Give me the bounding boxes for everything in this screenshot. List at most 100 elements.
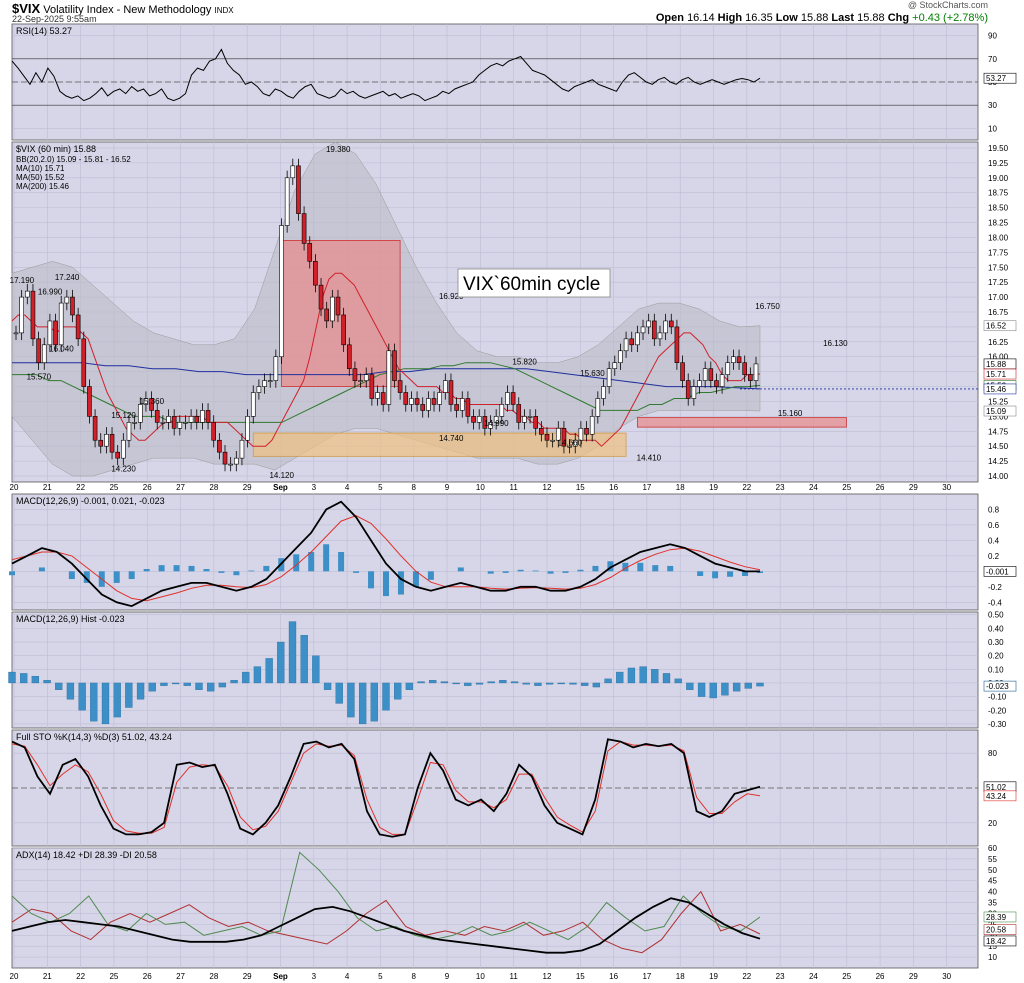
macd-histogram-bar	[440, 681, 449, 684]
y-tick-label: 15.25	[988, 397, 1009, 406]
panel-title-rsi: RSI(14) 53.27	[16, 26, 72, 36]
y-tick-label: 19.25	[988, 159, 1009, 168]
candle-body	[160, 422, 166, 424]
candle-body	[284, 177, 290, 226]
value-tag: -0.023	[986, 682, 1009, 691]
y-tick-label: 16.25	[988, 338, 1009, 347]
macd-histogram-bar	[113, 682, 121, 718]
x-tick-label: 27	[176, 972, 185, 981]
macd-histogram-bar	[8, 671, 16, 684]
candle-body	[589, 416, 595, 435]
candle-body	[273, 356, 279, 381]
candle-body	[691, 386, 697, 399]
candle-body	[572, 439, 578, 447]
candle-body	[409, 398, 414, 405]
candle-body	[657, 332, 663, 340]
x-tick-label: 22	[76, 972, 85, 981]
macd-histogram-bar	[31, 675, 40, 684]
x-tick-label: 9	[445, 483, 450, 492]
value-tag-box	[983, 924, 1017, 935]
macd-histogram-bar	[370, 682, 378, 722]
x-tick-label: 29	[909, 483, 918, 492]
y-tick-label: 0.30	[988, 638, 1004, 647]
value-tag: 18.42	[986, 937, 1007, 946]
y-tick-label: 17.00	[988, 293, 1009, 302]
candle-body	[307, 243, 313, 262]
macd-histogram-bar	[207, 682, 215, 692]
brand-watermark: @ StockCharts.com	[907, 0, 988, 10]
macd-hist-bar	[143, 569, 150, 572]
macd-hist-bar	[427, 571, 434, 580]
candle-body	[522, 416, 527, 423]
macd-hist-bar	[218, 571, 225, 573]
x-tick-label: 22	[742, 483, 751, 492]
candle-body	[629, 338, 635, 346]
x-tick-label: 25	[109, 972, 118, 981]
macd-hist-bar	[308, 552, 315, 572]
value-tag-box	[983, 405, 1017, 417]
y-tick-label: -0.30	[988, 720, 1007, 729]
candle-body	[36, 338, 41, 364]
x-tick-label: 26	[143, 972, 152, 981]
candle-body	[680, 362, 685, 381]
price-label: 17.240	[55, 273, 80, 282]
x-tick-label: 23	[776, 972, 785, 981]
candle-body	[697, 380, 702, 387]
y-tick-label: 60	[988, 844, 997, 853]
candle-body	[414, 398, 420, 405]
macd-histogram-bar	[171, 682, 180, 685]
candle-body	[205, 410, 211, 423]
macd-histogram-bar	[405, 682, 414, 690]
candle-body	[488, 422, 493, 429]
last-label: Last	[831, 12, 855, 24]
macd-histogram-bar	[90, 682, 98, 722]
y-tick-label: 17.25	[988, 278, 1009, 287]
candle-body	[330, 296, 335, 322]
candle-body	[623, 338, 629, 352]
macd-histogram-bar	[66, 682, 75, 700]
candle-body	[149, 398, 154, 411]
last-value: 15.88	[857, 12, 885, 24]
candle-body	[239, 439, 245, 459]
macd-histogram-bar	[242, 671, 250, 684]
candle-body	[262, 380, 267, 387]
x-tick-label: 27	[176, 483, 185, 492]
candle-body	[200, 410, 205, 423]
candle-body	[301, 213, 307, 244]
x-tick-label: 12	[543, 483, 552, 492]
candle-body	[725, 362, 731, 375]
x-tick-label: 25	[109, 483, 118, 492]
y-tick-label: -0.20	[988, 706, 1007, 715]
x-tick-label: 10	[476, 972, 485, 981]
macd-hist-bar	[263, 565, 270, 572]
y-tick-label: 0.10	[988, 665, 1004, 674]
panel-title-stochastic: Full STO %K(14,3) %D(3) 51.02, 43.24	[16, 732, 172, 742]
y-tick-label: 0.4	[988, 536, 1000, 545]
macd-histogram-bar	[183, 682, 191, 686]
macd-histogram-bar	[616, 671, 624, 684]
macd-hist-bar	[502, 571, 509, 573]
x-tick-label: 26	[876, 483, 885, 492]
legend-entry: MA(50) 15.52	[16, 173, 65, 182]
plus-di-line	[11, 851, 761, 941]
candle-body	[58, 302, 64, 346]
x-tick-label: 29	[243, 972, 252, 981]
macd-histogram-bar	[662, 673, 671, 684]
macd-histogram-bar	[288, 621, 297, 684]
value-tag-box	[983, 566, 1017, 577]
macd-histogram-bar	[417, 681, 425, 684]
value-tag-box	[983, 911, 1017, 923]
chart-title: $VIX Volatility Index - New Methodology …	[12, 1, 234, 16]
macd-histogram-bar	[464, 682, 472, 686]
candle-body	[217, 439, 222, 453]
price-label: 14.990	[484, 419, 509, 428]
y-tick-label: 70	[988, 55, 997, 64]
candle-body	[132, 422, 137, 424]
macd-hist-bar	[577, 569, 584, 572]
x-tick-label: 15	[576, 483, 585, 492]
candle-body	[482, 416, 488, 429]
y-tick-label: 20	[988, 819, 997, 828]
y-tick-label: 14.75	[988, 427, 1009, 436]
annotation-text: VIX`60min cycle	[463, 274, 600, 295]
low-label: Low	[775, 12, 798, 24]
